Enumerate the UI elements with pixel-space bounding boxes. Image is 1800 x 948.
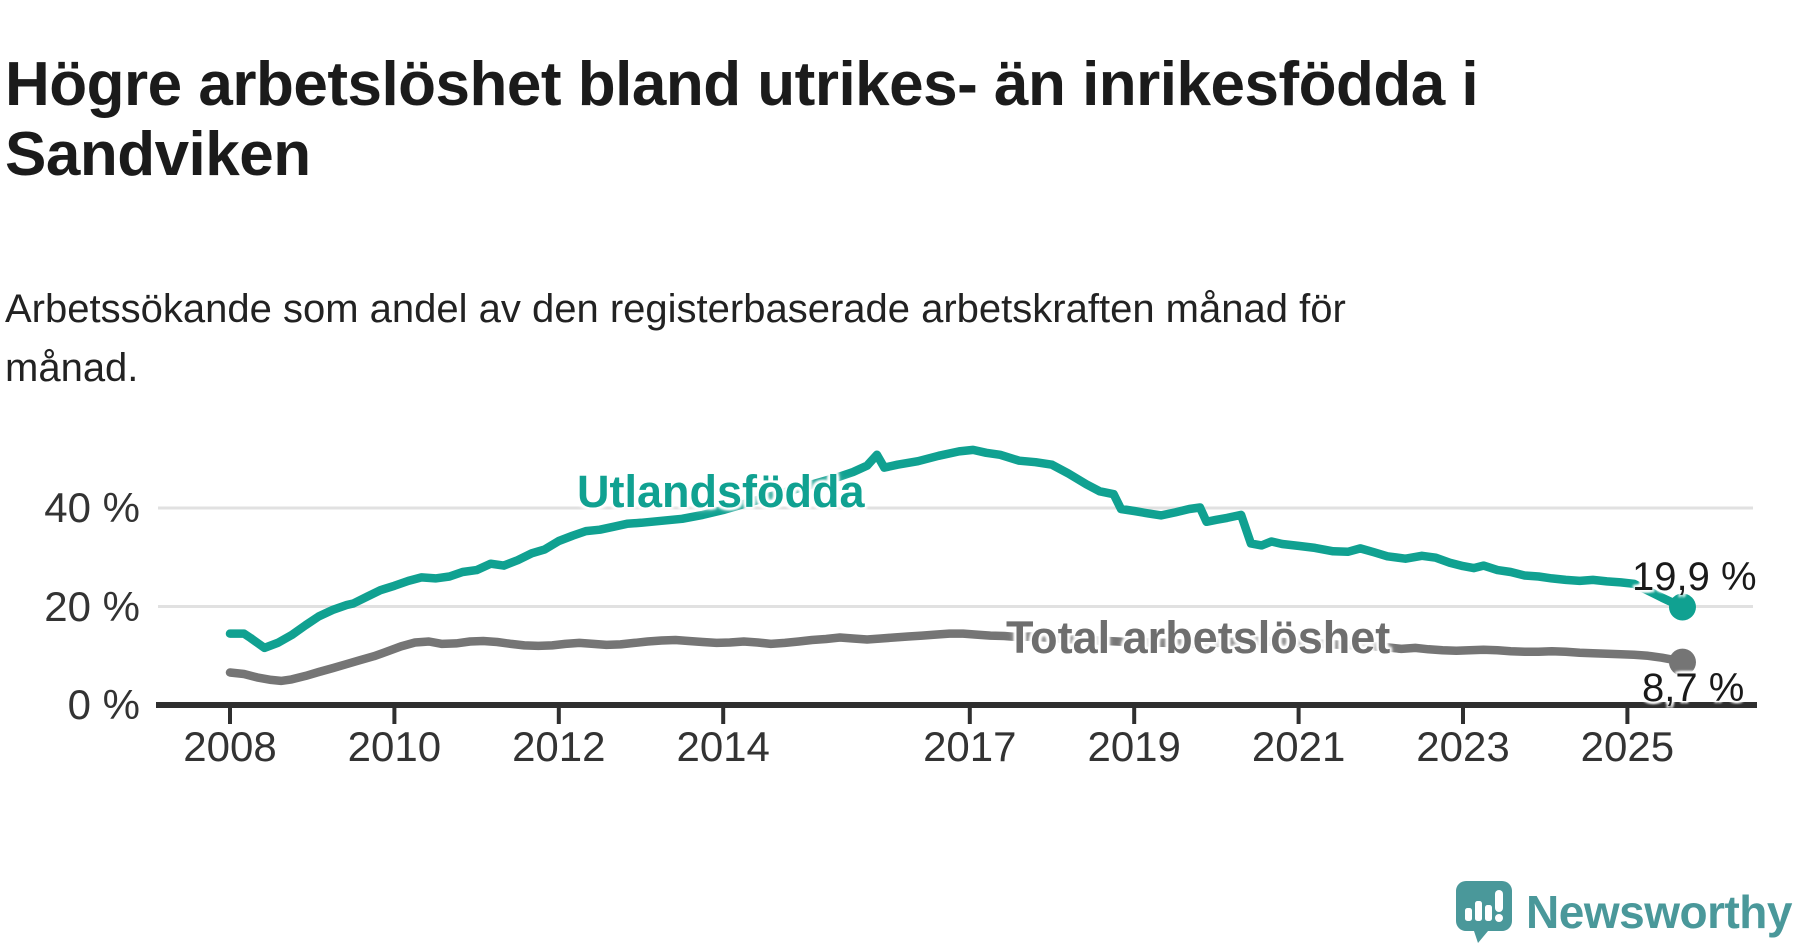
y-tick-label: 20 % <box>44 582 140 630</box>
x-tick-label: 2017 <box>923 723 1017 770</box>
newsworthy-brand-text: Newsworthy <box>1526 886 1792 938</box>
end-value-label-utlandsfodda: 19,9 % <box>1632 555 1757 599</box>
series-label-utlandsfodda: Utlandsfödda <box>577 466 865 517</box>
series-label-total-arbetsloshet: Total arbetslöshet <box>1006 612 1391 663</box>
x-tick-label: 2019 <box>1087 723 1181 770</box>
x-tick-label: 2021 <box>1251 723 1346 770</box>
x-tick-label: 2012 <box>512 723 606 770</box>
page-title: Högre arbetslöshet bland utrikes- än inr… <box>5 49 1479 189</box>
x-tick-label: 2014 <box>676 723 770 770</box>
series-line-0 <box>225 445 1687 653</box>
x-tick-label: 2008 <box>183 723 277 770</box>
newsworthy-logo-icon <box>1456 881 1513 943</box>
x-tick-label: 2023 <box>1416 723 1510 770</box>
end-value-label-total: 8,7 % <box>1642 666 1745 710</box>
series-end-dot-1 <box>1668 648 1696 676</box>
newsworthy-brand: Newsworthy <box>1456 880 1792 944</box>
y-tick-label: 40 % <box>44 484 140 531</box>
x-tick-label: 2025 <box>1580 723 1675 770</box>
chart-subtitle: Arbetssökande som andel av den registerb… <box>5 287 1346 390</box>
series-line-1 <box>225 629 1687 686</box>
x-tick-label: 2010 <box>347 723 442 770</box>
series-end-dot-0 <box>1668 593 1696 621</box>
y-tick-label: 0 % <box>67 681 140 728</box>
